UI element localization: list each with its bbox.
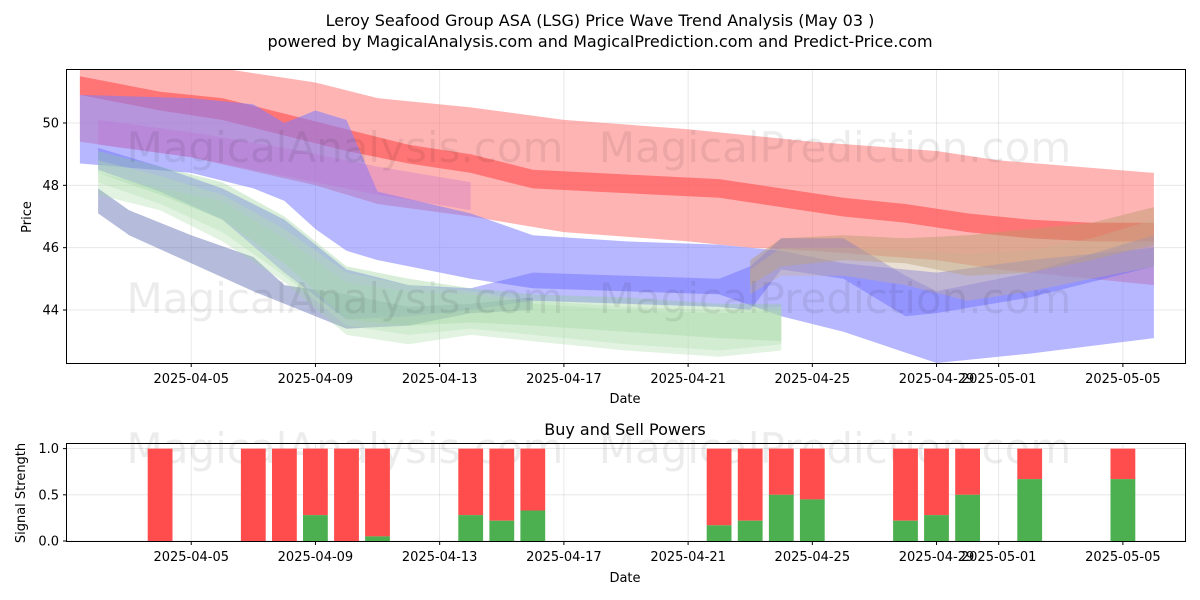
price-x-tick-label: 2025-04-29 <box>899 372 975 387</box>
price-y-tick-label: 50 <box>42 116 59 131</box>
signal-chart-title: Buy and Sell Powers <box>544 420 706 439</box>
sell-power-bar <box>1110 448 1136 480</box>
price-x-tick-label: 2025-04-25 <box>775 372 851 387</box>
buy-power-bar <box>458 515 484 541</box>
signal-x-tick-label: 2025-04-21 <box>650 550 726 565</box>
watermark-magicalprediction: MagicalPrediction.com <box>599 274 1072 323</box>
price-axes-frame <box>66 69 1186 364</box>
sell-power-bar <box>1017 448 1043 480</box>
buy-power-bar <box>955 494 980 541</box>
price-band-green-band-1 <box>98 151 782 342</box>
buy-power-bar <box>768 494 794 541</box>
price-y-tick-label: 44 <box>42 304 59 319</box>
price-band-blue-upper-band <box>79 94 1154 363</box>
sell-power-bar <box>706 448 732 526</box>
sell-power-bar <box>768 448 794 495</box>
buy-power-bar <box>799 499 825 541</box>
sell-power-bar <box>147 448 173 541</box>
price-y-tick-label: 48 <box>42 179 59 194</box>
signal-y-axis-label: Signal Strength <box>14 443 29 543</box>
price-x-tick-label: 2025-05-05 <box>1085 372 1161 387</box>
buy-power-bar <box>1017 479 1043 541</box>
signal-x-tick-label: 2025-04-05 <box>153 550 229 565</box>
price-y-tick-label: 46 <box>42 241 59 256</box>
sell-power-bar <box>799 448 825 500</box>
signal-x-axis-label: Date <box>609 571 640 586</box>
sell-power-bar <box>924 448 949 516</box>
sell-power-bar <box>272 448 297 541</box>
signal-x-tick-label: 2025-05-05 <box>1085 550 1161 565</box>
signal-x-ticks: 2025-04-05 2025-04-09 2025-04-13 2025-04-17… <box>153 541 1161 565</box>
chart-title: Leroy Seafood Group ASA (LSG) Price Wave… <box>326 11 875 30</box>
price-band-tan-band <box>750 219 1154 301</box>
sell-power-bar <box>334 448 359 541</box>
sell-power-bar <box>365 448 390 537</box>
price-band-violet-end-band <box>98 119 471 211</box>
watermark-magicalanalysis: MagicalAnalysis.com <box>127 274 564 323</box>
buy-power-bar <box>1110 479 1136 541</box>
price-watermarks: MagicalAnalysis.com MagicalPrediction.co… <box>127 123 1072 323</box>
sell-power-bar <box>303 448 328 516</box>
price-x-tick-label: 2025-04-17 <box>526 372 602 387</box>
signal-axes-frame <box>66 443 1186 542</box>
price-band-green-band-2 <box>98 172 782 357</box>
signal-x-tick-label: 2025-04-13 <box>402 550 478 565</box>
watermark-magicalprediction: MagicalPrediction.com <box>599 123 1072 172</box>
signal-x-tick-label: 2025-04-17 <box>526 550 602 565</box>
signal-y-tick-label: 0.0 <box>38 535 59 550</box>
signal-y-ticks: 0.0 0.5 1.0 <box>38 442 67 550</box>
signal-x-tick-label: 2025-04-29 <box>899 550 975 565</box>
price-series-layer <box>79 70 1154 363</box>
buy-power-bar <box>365 536 390 541</box>
price-x-tick-label: 2025-04-09 <box>278 372 354 387</box>
buy-power-bar <box>737 520 763 541</box>
signal-x-tick-label: 2025-04-09 <box>278 550 354 565</box>
price-band-green-band-3 <box>98 160 782 351</box>
price-x-tick-label: 2025-04-05 <box>153 372 229 387</box>
watermark-magicalprediction: MagicalPrediction.com <box>599 424 1072 473</box>
price-x-tick-label: 2025-04-13 <box>402 372 478 387</box>
buy-power-bar <box>924 515 949 541</box>
price-x-axis-label: Date <box>609 392 640 407</box>
chart-subtitle: powered by MagicalAnalysis.com and Magic… <box>267 32 932 51</box>
sell-power-bar <box>737 448 763 521</box>
buy-power-bar <box>303 515 328 541</box>
sell-power-bar <box>520 448 546 511</box>
price-band-blue-mid-band <box>98 147 1154 320</box>
signal-x-tick-label: 2025-04-25 <box>775 550 851 565</box>
signal-bars <box>147 448 1136 541</box>
price-band-gray-blue-band <box>98 188 533 329</box>
price-band-red-center-line <box>79 76 1154 242</box>
buy-power-bar <box>706 525 732 541</box>
sell-power-bar <box>489 448 515 521</box>
sell-power-bar <box>893 448 918 521</box>
buy-power-bar <box>520 510 546 541</box>
sell-power-bar <box>955 448 980 495</box>
buy-power-bar <box>489 520 515 541</box>
price-y-ticks: 44 46 48 50 <box>42 116 67 319</box>
buy-power-bar <box>893 520 918 541</box>
price-x-tick-label: 2025-05-01 <box>961 372 1037 387</box>
price-plot-area <box>79 70 1154 363</box>
sell-power-bar <box>458 448 484 516</box>
price-x-ticks: 2025-04-05 2025-04-09 2025-04-13 2025-04-17… <box>153 363 1161 387</box>
price-x-tick-label: 2025-04-21 <box>650 372 726 387</box>
signal-y-tick-label: 0.5 <box>38 488 59 503</box>
signal-x-tick-label: 2025-05-01 <box>961 550 1037 565</box>
price-y-axis-label: Price <box>20 201 35 233</box>
watermark-magicalanalysis: MagicalAnalysis.com <box>127 123 564 172</box>
price-band-brown-band <box>750 207 1154 286</box>
sell-power-bar <box>240 448 266 541</box>
signal-y-tick-label: 1.0 <box>38 442 59 457</box>
